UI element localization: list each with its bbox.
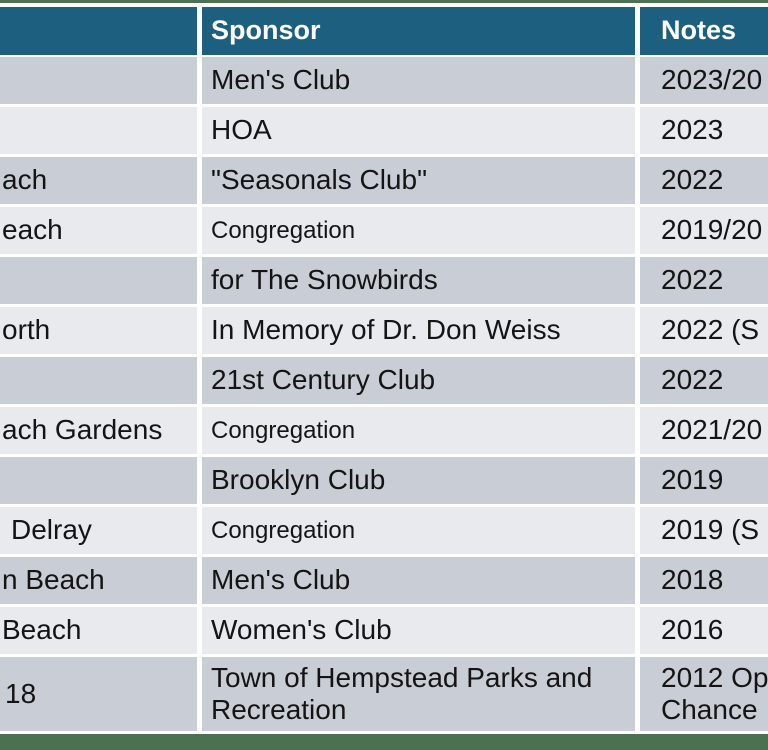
community-cell [0,457,197,504]
notes-cell: 2022 [640,257,768,304]
notes-cell: 2021/20 [640,407,768,454]
table-body: Men's Club 2023/20 HOA 2023 ach "Seasonals Cl… [0,57,768,731]
sponsor-cell: Men's Club [202,57,635,104]
community-cell: orth [0,307,197,354]
notes-cell: 2019/20 [640,207,768,254]
sponsor-cell: In Memory of Dr. Don Weiss [202,307,635,354]
notes-cell: 2018 [640,557,768,604]
table-row: Delray Congregation 2019 (S [0,507,768,554]
notes-cell: 2023/20 [640,57,768,104]
sponsor-cell: Town of Hempstead Parks and Recreation [202,657,635,731]
sponsor-cell: HOA [202,107,635,154]
table-row: ach Gardens Congregation 2021/20 [0,407,768,454]
table-row: Beach Women's Club 2016 [0,607,768,654]
community-cell: 18 [0,657,197,731]
column-header-notes: Notes [640,7,768,55]
sponsor-cell: 21st Century Club [202,357,635,404]
community-cell [0,107,197,154]
table-row: ach "Seasonals Club" 2022 [0,157,768,204]
community-cell: Delray [0,507,197,554]
table-row: Men's Club 2023/20 [0,57,768,104]
sponsor-cell: Congregation [202,207,635,254]
table-row: n Beach Men's Club 2018 [0,557,768,604]
sponsor-cell: "Seasonals Club" [202,157,635,204]
table-row: orth In Memory of Dr. Don Weiss 2022 (S [0,307,768,354]
sponsor-cell: Congregation [202,507,635,554]
notes-cell: 2022 [640,157,768,204]
sponsor-cell: Men's Club [202,557,635,604]
notes-cell: 2016 [640,607,768,654]
community-cell: ach Gardens [0,407,197,454]
bottom-accent-bar [0,734,768,750]
notes-cell: 2022 [640,357,768,404]
sponsor-cell: Congregation [202,407,635,454]
column-header-community [0,7,197,55]
table-row: 21st Century Club 2022 [0,357,768,404]
sponsor-cell: for The Snowbirds [202,257,635,304]
sponsor-cell: Women's Club [202,607,635,654]
notes-cell: 2023 [640,107,768,154]
notes-cell: 2019 (S [640,507,768,554]
table-row: each Congregation 2019/20 [0,207,768,254]
table-row: Brooklyn Club 2019 [0,457,768,504]
community-cell: Beach [0,607,197,654]
community-cell: each [0,207,197,254]
community-cell: n Beach [0,557,197,604]
table-row: for The Snowbirds 2022 [0,257,768,304]
sponsor-cell: Brooklyn Club [202,457,635,504]
notes-cell: 2012 Op Chance [640,657,768,731]
notes-cell: 2022 (S [640,307,768,354]
notes-cell: 2019 [640,457,768,504]
top-accent-bar [0,0,768,3]
community-cell: ach [0,157,197,204]
community-cell [0,257,197,304]
community-cell [0,57,197,104]
table-header-row: Sponsor Notes [0,7,768,55]
column-header-sponsor: Sponsor [202,7,635,55]
table-row: 18 Town of Hempstead Parks and Recreation… [0,657,768,731]
table-row: HOA 2023 [0,107,768,154]
community-cell [0,357,197,404]
